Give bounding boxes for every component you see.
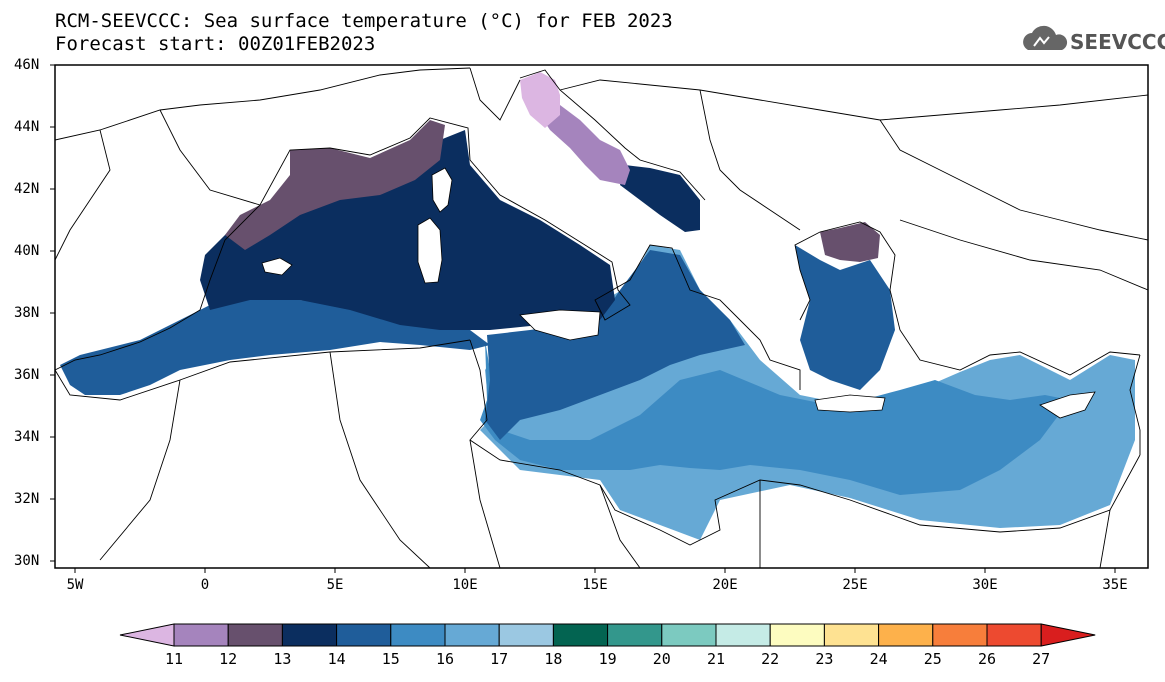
island-crete: [814, 394, 886, 413]
colorbar: [119, 623, 1096, 647]
lon-label: 0: [200, 577, 210, 593]
lon-label: 30E: [972, 577, 998, 593]
lon-label: 20E: [712, 577, 738, 593]
map-frame: [54, 64, 1149, 569]
colorbar-swatch: [336, 623, 392, 647]
colorbar-swatch: [823, 623, 880, 647]
colorbar-tick-label: 27: [1032, 650, 1051, 668]
island-cyprus: [1039, 391, 1096, 419]
colorbar-tick-label: 18: [544, 650, 563, 668]
zone-aegean: [795, 245, 895, 390]
colorbar-tick-label: 25: [923, 650, 942, 668]
zone-adriatic-mid: [535, 100, 630, 185]
lat-label: 42N: [14, 181, 40, 197]
colorbar-tick-label: 21: [706, 650, 726, 668]
coastlines: [55, 67, 1148, 568]
lat-label: 44N: [14, 119, 40, 135]
page-title: RCM-SEEVCCC: Sea surface temperature (°C…: [55, 10, 673, 32]
zone-ionian: [480, 340, 1070, 495]
colorbar-tick-label: 15: [381, 650, 400, 668]
lon-label: 5E: [326, 577, 344, 593]
colorbar-swatch: [986, 623, 1042, 647]
island-sardinia: [417, 217, 443, 284]
sst-field: [60, 72, 1135, 540]
island-sicily: [519, 309, 601, 341]
colorbar-min-arrow: [119, 623, 175, 647]
colorbar-swatch: [498, 623, 554, 647]
lon-label: 15E: [582, 577, 608, 593]
logo-text: SEEVCCC: [1070, 30, 1165, 54]
colorbar-swatch: [173, 623, 229, 647]
colorbar-swatch: [227, 623, 283, 647]
colorbar-tick-label: 19: [598, 650, 617, 668]
colorbar-max-arrow: [1040, 623, 1096, 647]
colorbar-swatch: [932, 623, 988, 647]
zone-tyrrhenian: [200, 130, 615, 330]
lat-label: 30N: [14, 553, 40, 569]
colorbar-swatch: [444, 623, 500, 647]
colorbar-swatch: [281, 623, 338, 647]
colorbar-tick-label: 12: [219, 650, 238, 668]
colorbar-tick-label: 13: [273, 650, 292, 668]
lon-label: 5W: [66, 577, 84, 593]
zone-adriatic-north: [520, 72, 560, 128]
lat-label: 38N: [14, 305, 40, 321]
zone-adriatic-south: [620, 165, 700, 232]
island-corsica: [431, 167, 453, 213]
lon-label: 25E: [842, 577, 868, 593]
colorbar-swatch: [769, 623, 825, 647]
lat-label: 40N: [14, 243, 40, 259]
island-mallorca: [261, 257, 293, 276]
colorbar-swatch: [552, 623, 609, 647]
colorbar-tick-label: 20: [652, 650, 671, 668]
colorbar-swatch: [878, 623, 934, 647]
colorbar-tick-label: 11: [164, 650, 184, 668]
lat-label: 36N: [14, 367, 40, 383]
colorbar-swatch: [661, 623, 717, 647]
colorbar-swatch: [390, 623, 446, 647]
colorbar-tick-label: 26: [977, 650, 997, 668]
colorbar-tick-label: 22: [761, 650, 780, 668]
map-ticks: [50, 64, 1116, 573]
colorbar-swatch: [607, 623, 663, 647]
zone-north-aegean: [820, 222, 880, 262]
zone-central: [485, 250, 745, 440]
lat-label: 32N: [14, 491, 40, 507]
cloud-icon: [1023, 25, 1068, 50]
lat-label: 34N: [14, 429, 40, 445]
colorbar-tick-label: 24: [869, 650, 888, 668]
colorbar-tick-label: 23: [815, 650, 834, 668]
colorbar-tick-label: 14: [327, 650, 346, 668]
colorbar-tick-label: 16: [435, 650, 455, 668]
lat-label: 46N: [14, 57, 40, 73]
lon-label: 10E: [452, 577, 478, 593]
lon-label: 35E: [1102, 577, 1128, 593]
zone-ligurian: [225, 120, 445, 250]
zone-algerian: [60, 300, 490, 395]
forecast-start: Forecast start: 00Z01FEB2023: [55, 33, 376, 55]
colorbar-swatch: [715, 623, 771, 647]
colorbar-tick-label: 17: [490, 650, 509, 668]
